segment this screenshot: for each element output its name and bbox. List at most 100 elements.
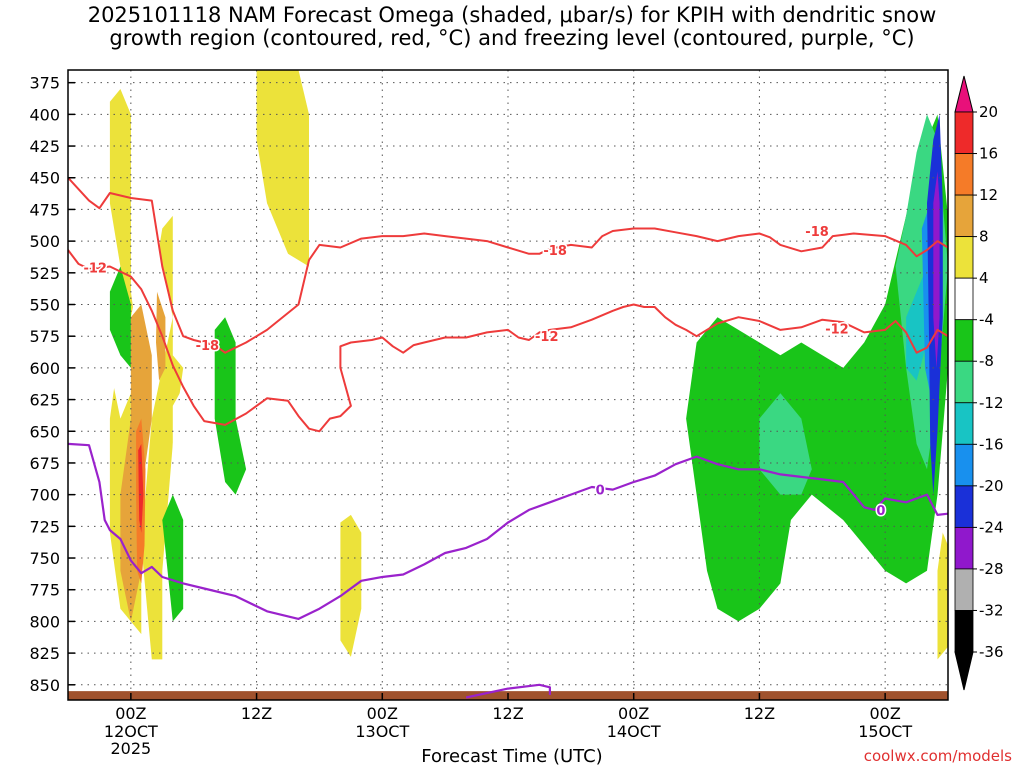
contour-label-minus18-c: -18 [805, 225, 829, 240]
colorbar-label: -24 [979, 518, 1004, 536]
x-tick-label-time: 00Z [869, 704, 900, 723]
x-tick-label-date: 15OCT [858, 722, 912, 741]
omega-green-left-top2 [162, 70, 173, 127]
colorbar-label: -16 [979, 435, 1004, 453]
omega-teal-left [109, 266, 131, 368]
colorbar-triangle-top [954, 75, 974, 113]
colorbar-segment [954, 236, 974, 279]
omega-teal-band1 [214, 317, 247, 495]
contour-label-minus12-b: -12 [535, 330, 559, 345]
y-tick-label: 800 [29, 612, 60, 631]
freezing-level-line-2 [465, 683, 551, 699]
colorbar: 20 16 12 8 4 -4 -8 -12 -16 -20 -24 -28 -32 -36 [954, 75, 1004, 691]
omega-cyan-right [759, 393, 812, 495]
omega-red-left2 [156, 291, 166, 381]
colorbar-label: -28 [979, 560, 1004, 578]
colorbar-segment [954, 402, 974, 445]
x-tick-label-year: 2025 [110, 739, 151, 758]
colorbar-label: -36 [979, 643, 1004, 661]
chart-title: 2025101118 NAM Forecast Omega (shaded, μ… [0, 4, 1024, 50]
colorbar-segment [954, 485, 974, 528]
colorbar-segment [954, 319, 974, 362]
y-tick-label: 700 [29, 486, 60, 505]
y-tick-label: 400 [29, 105, 60, 124]
y-tick-label: 600 [29, 359, 60, 378]
y-tick-label: 825 [29, 644, 60, 663]
omega-green-mid1 [413, 545, 435, 675]
omega-blue-right [906, 266, 927, 381]
chart-title-line-2: growth region (contoured, red, °C) and f… [109, 26, 915, 50]
y-tick-label: 725 [29, 517, 60, 536]
y-tick-label: 650 [29, 422, 60, 441]
x-tick-label-time: 00Z [618, 704, 649, 723]
colorbar-segment [954, 443, 974, 487]
contours: -12 -18 -18 -12 -18 -12 0 0 [68, 177, 948, 699]
colorbar-segment [954, 111, 974, 154]
colorbar-segment [954, 610, 974, 653]
y-tick-label: 675 [29, 454, 60, 473]
y-tick-label: 850 [29, 676, 60, 695]
colorbar-label: -8 [979, 352, 994, 370]
contour-line-minus12 [68, 249, 948, 433]
omega-green-mid2 [455, 374, 592, 692]
colorbar-segment [954, 277, 974, 321]
omega-gray-core [933, 171, 940, 368]
watermark-text: coolwx.com/models [863, 747, 1012, 765]
y-tick-label: 775 [29, 581, 60, 600]
y-tick-label: 500 [29, 232, 60, 251]
x-tick-label-date: 13OCT [355, 722, 409, 741]
colorbar-label: 4 [979, 269, 989, 287]
colorbar-label: -12 [979, 394, 1004, 412]
y-tick-label: 450 [29, 169, 60, 188]
freezing-label-a: 0 [596, 484, 605, 499]
colorbar-segment [954, 360, 974, 404]
plot-area: -12 -18 -18 -12 -18 -12 0 0 [68, 70, 948, 700]
x-tick-label-date: 14OCT [607, 722, 661, 741]
y-tick-label: 425 [29, 137, 60, 156]
omega-green-band1b [172, 177, 194, 368]
gridlines [68, 70, 948, 700]
colorbar-label: -4 [979, 311, 994, 329]
omega-yellow-mid [340, 514, 362, 657]
y-tick-label: 750 [29, 549, 60, 568]
omega-green-band1 [172, 190, 309, 628]
colorbar-segment [954, 568, 974, 611]
contour-label-minus18-b: -18 [543, 244, 567, 259]
omega-yellow-left2 [141, 215, 184, 660]
colorbar-label: -32 [979, 601, 1004, 619]
chart-title-line-1: 2025101118 NAM Forecast Omega (shaded, μ… [87, 3, 937, 27]
colorbar-segment [954, 194, 974, 238]
y-tick-label: 625 [29, 391, 60, 410]
y-tick-label: 575 [29, 327, 60, 346]
y-tick-label: 475 [29, 200, 60, 219]
freezing-label-b: 0 [876, 504, 885, 519]
colorbar-label: 16 [979, 145, 998, 163]
x-tick-label-time: 00Z [115, 704, 146, 723]
y-axis: 375 400 425 450 475 500 525 550 575 600 625 650 675 7… [29, 74, 75, 695]
contour-line-minus18 [68, 177, 948, 354]
colorbar-label: 12 [979, 186, 998, 204]
x-tick-label-date: 12OCT [104, 722, 158, 741]
x-axis-title: Forecast Time (UTC) [421, 746, 603, 767]
colorbar-label: -20 [979, 477, 1004, 495]
contour-label-minus12-a: -12 [83, 262, 107, 277]
x-tick-label-time: 12Z [492, 704, 523, 723]
colorbar-label: 20 [979, 103, 998, 121]
omega-yellow-right [937, 520, 948, 660]
colorbar-label: 8 [979, 228, 989, 246]
freezing-level-line [68, 442, 948, 620]
contour-label-minus12-c: -12 [825, 323, 849, 338]
omega-magenta-left [138, 443, 144, 533]
y-tick-label: 375 [29, 74, 60, 93]
colorbar-segment [954, 153, 974, 196]
y-tick-label: 550 [29, 296, 60, 315]
colorbar-triangle-bottom [954, 651, 974, 691]
x-tick-label-time: 12Z [241, 704, 272, 723]
x-tick-label-time: 12Z [744, 704, 775, 723]
y-tick-label: 525 [29, 264, 60, 283]
colorbar-segment [954, 526, 974, 570]
x-tick-label-time: 00Z [367, 704, 398, 723]
omega-yellow-top [256, 70, 309, 267]
